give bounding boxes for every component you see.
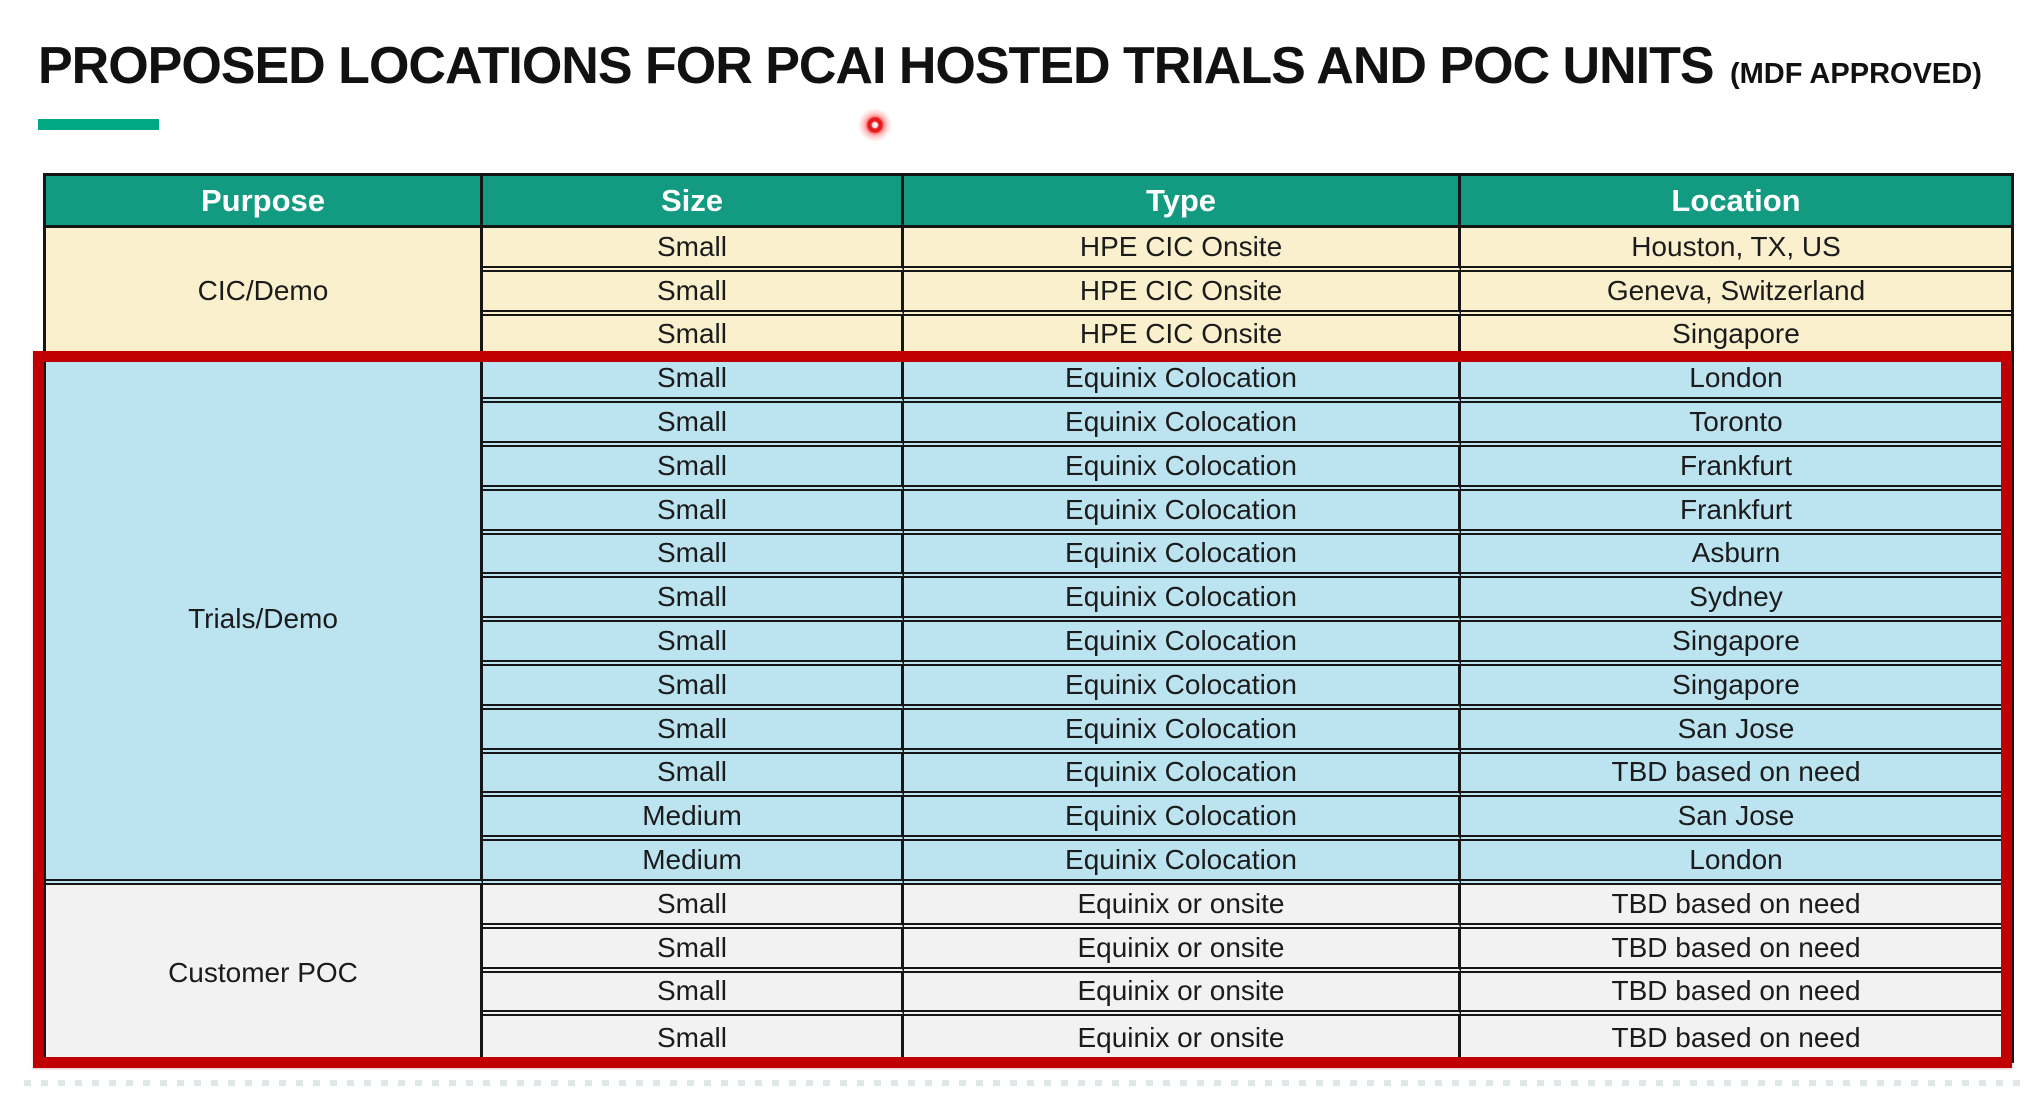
purpose-cell-cic-demo: CIC/Demo bbox=[46, 228, 483, 360]
type-cell: Equinix Colocation bbox=[904, 709, 1461, 754]
location-cell: London bbox=[1461, 841, 2011, 885]
column-header-purpose: Purpose bbox=[46, 176, 483, 228]
type-cell: Equinix Colocation bbox=[904, 797, 1461, 842]
size-cell: Small bbox=[483, 753, 904, 798]
page-title-text: PROPOSED LOCATIONS FOR PCAI HOSTED TRIAL… bbox=[38, 37, 1715, 95]
location-cell: San Jose bbox=[1461, 797, 2011, 842]
type-cell: Equinix Colocation bbox=[904, 534, 1461, 579]
size-cell: Small bbox=[483, 315, 904, 360]
type-cell: Equinix or onsite bbox=[904, 884, 1461, 929]
size-cell: Small bbox=[483, 359, 904, 404]
page-title-suffix: (MDF APPROVED) bbox=[1729, 58, 1982, 90]
location-cell: Asburn bbox=[1461, 534, 2011, 579]
type-cell: HPE CIC Onsite bbox=[904, 271, 1461, 316]
size-cell: Small bbox=[483, 665, 904, 710]
location-cell: TBD based on need bbox=[1461, 1016, 2011, 1061]
type-cell: HPE CIC Onsite bbox=[904, 228, 1461, 272]
type-cell: Equinix Colocation bbox=[904, 490, 1461, 535]
type-cell: Equinix Colocation bbox=[904, 403, 1461, 447]
location-cell: Singapore bbox=[1461, 315, 2011, 360]
size-cell: Small bbox=[483, 271, 904, 316]
size-cell: Small bbox=[483, 884, 904, 929]
type-cell: Equinix or onsite bbox=[904, 928, 1461, 973]
type-cell: Equinix Colocation bbox=[904, 665, 1461, 710]
type-cell: Equinix Colocation bbox=[904, 578, 1461, 623]
title-accent-bar bbox=[38, 119, 159, 130]
location-cell: Singapore bbox=[1461, 665, 2011, 710]
type-cell: Equinix Colocation bbox=[904, 622, 1461, 666]
type-cell: Equinix Colocation bbox=[904, 446, 1461, 491]
location-cell: London bbox=[1461, 359, 2011, 404]
column-header-size: Size bbox=[483, 176, 904, 228]
location-cell: Frankfurt bbox=[1461, 490, 2011, 535]
type-cell: Equinix or onsite bbox=[904, 1016, 1461, 1061]
location-cell: Singapore bbox=[1461, 622, 2011, 666]
type-cell: Equinix Colocation bbox=[904, 359, 1461, 404]
location-cell: Frankfurt bbox=[1461, 446, 2011, 491]
size-cell: Small bbox=[483, 403, 904, 447]
purpose-cell-trials-demo: Trials/Demo bbox=[46, 359, 483, 885]
size-cell: Small bbox=[483, 446, 904, 491]
column-header-type: Type bbox=[904, 176, 1461, 228]
type-cell: Equinix or onsite bbox=[904, 972, 1461, 1017]
location-cell: TBD based on need bbox=[1461, 972, 2011, 1017]
size-cell: Small bbox=[483, 578, 904, 623]
size-cell: Small bbox=[483, 534, 904, 579]
size-cell: Small bbox=[483, 228, 904, 272]
page-title: PROPOSED LOCATIONS FOR PCAI HOSTED TRIAL… bbox=[38, 36, 2018, 96]
locations-table: Purpose Size Type Location CIC/Demo Small HPE … bbox=[43, 173, 2014, 1064]
size-cell: Small bbox=[483, 709, 904, 754]
location-cell: Toronto bbox=[1461, 403, 2011, 447]
type-cell: Equinix Colocation bbox=[904, 841, 1461, 885]
size-cell: Small bbox=[483, 1016, 904, 1061]
size-cell: Medium bbox=[483, 797, 904, 842]
location-cell: Geneva, Switzerland bbox=[1461, 271, 2011, 316]
size-cell: Medium bbox=[483, 841, 904, 885]
location-cell: San Jose bbox=[1461, 709, 2011, 754]
column-header-location: Location bbox=[1461, 176, 2011, 228]
location-cell: Sydney bbox=[1461, 578, 2011, 623]
type-cell: HPE CIC Onsite bbox=[904, 315, 1461, 360]
location-cell: TBD based on need bbox=[1461, 884, 2011, 929]
size-cell: Small bbox=[483, 972, 904, 1017]
size-cell: Small bbox=[483, 622, 904, 666]
type-cell: Equinix Colocation bbox=[904, 753, 1461, 798]
location-cell: TBD based on need bbox=[1461, 928, 2011, 973]
size-cell: Small bbox=[483, 928, 904, 973]
size-cell: Small bbox=[483, 490, 904, 535]
purpose-cell-customer-poc: Customer POC bbox=[46, 884, 483, 1061]
location-cell: TBD based on need bbox=[1461, 753, 2011, 798]
laser-pointer-icon bbox=[858, 108, 892, 142]
bottom-dotted-line bbox=[24, 1080, 2024, 1086]
location-cell: Houston, TX, US bbox=[1461, 228, 2011, 272]
